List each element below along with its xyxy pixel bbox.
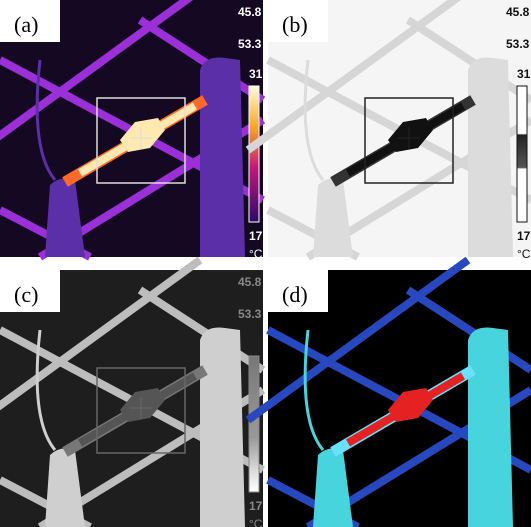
temperature-readout: 45.8 bbox=[238, 275, 262, 289]
panel-label: (c) bbox=[14, 282, 38, 307]
temperature-readout: 53.3 bbox=[506, 37, 530, 51]
temperature-readout: 53.3 bbox=[238, 37, 262, 51]
scale-min: 17 bbox=[249, 229, 263, 243]
panel-label: (a) bbox=[14, 12, 38, 37]
temperature-readout: 45.8 bbox=[238, 5, 262, 19]
pole bbox=[200, 58, 245, 258]
scale-min: 17 bbox=[517, 229, 531, 243]
pole bbox=[200, 328, 245, 527]
pole bbox=[468, 58, 513, 258]
color-scale bbox=[517, 86, 527, 222]
panel: 45.8 53.3 31 17 °C (a) bbox=[0, 0, 263, 261]
panel: 45.8 53.3 17 °C (c) bbox=[0, 260, 263, 527]
scale-unit: °C bbox=[249, 517, 263, 527]
scale-max: 31 bbox=[517, 67, 531, 81]
panel-label: (d) bbox=[282, 282, 308, 307]
scale-min: 17 bbox=[249, 499, 263, 513]
panel: 45.8 53.3 31 17 °C (b) bbox=[248, 0, 531, 261]
page: 45.8 53.3 31 17 °C (a) 45.8 53.3 31 17 °C (b) 45.8 53… bbox=[0, 0, 531, 527]
panel-label: (b) bbox=[282, 12, 308, 37]
scale-max: 31 bbox=[249, 67, 263, 81]
scale-unit: °C bbox=[249, 247, 263, 261]
panel: (d) bbox=[248, 260, 531, 527]
temperature-readout: 45.8 bbox=[506, 5, 530, 19]
temperature-readout: 53.3 bbox=[238, 307, 262, 321]
figure: 45.8 53.3 31 17 °C (a) 45.8 53.3 31 17 °C (b) 45.8 53… bbox=[0, 0, 531, 527]
scale-unit: °C bbox=[517, 247, 531, 261]
pole bbox=[468, 328, 513, 527]
color-scale bbox=[249, 356, 259, 492]
color-scale bbox=[249, 86, 259, 222]
